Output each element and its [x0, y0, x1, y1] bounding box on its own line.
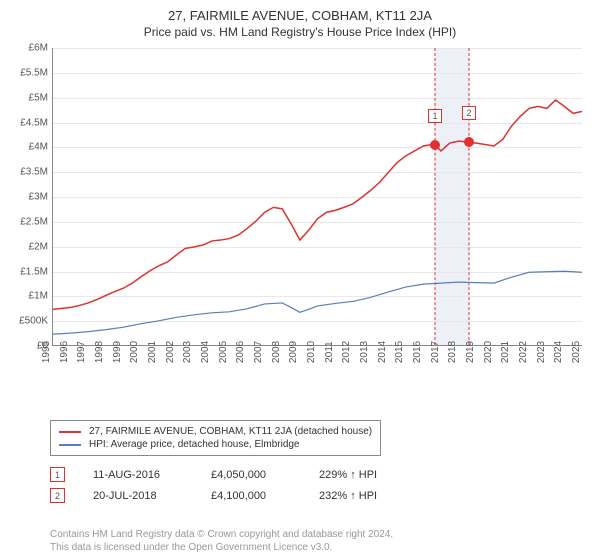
title-sub: Price paid vs. HM Land Registry's House …	[0, 25, 600, 39]
y-axis-label: £4.5M	[8, 117, 48, 128]
y-axis-label: £5M	[8, 92, 48, 103]
x-axis-label: 2020	[483, 341, 494, 363]
legend-row: 27, FAIRMILE AVENUE, COBHAM, KT11 2JA (d…	[59, 425, 372, 438]
x-axis-label: 2011	[324, 341, 335, 363]
y-axis-label: £1M	[8, 291, 48, 302]
x-axis-label: 2004	[200, 341, 211, 363]
x-axis-label: 2003	[182, 341, 193, 363]
sale-delta: 229% ↑ HPI	[319, 469, 377, 481]
x-axis-label: 2001	[147, 341, 158, 363]
y-axis-label: £5.5M	[8, 67, 48, 78]
x-axis-label: 2010	[306, 341, 317, 363]
x-axis-label: 2024	[553, 341, 564, 363]
sale-rows: 1 11-AUG-2016 £4,050,000 229% ↑ HPI 2 20-JUL-…	[50, 464, 377, 506]
chart: 12 £0£500K£1M£1.5M£2M£2.5M£3M£3.5M£4M£4.…	[8, 48, 592, 378]
x-axis-label: 2018	[447, 341, 458, 363]
x-axis-label: 2000	[129, 341, 140, 363]
x-axis-label: 1997	[76, 341, 87, 363]
sale-price: £4,050,000	[211, 469, 291, 481]
x-axis-label: 1998	[94, 341, 105, 363]
y-axis-label: £1.5M	[8, 266, 48, 277]
y-axis-label: £3M	[8, 192, 48, 203]
sale-row: 2 20-JUL-2018 £4,100,000 232% ↑ HPI	[50, 485, 377, 506]
sale-badge: 2	[50, 488, 65, 503]
marker-dot	[430, 140, 440, 150]
marker-dot	[464, 137, 474, 147]
attribution: Contains HM Land Registry data © Crown c…	[50, 528, 393, 554]
sale-price: £4,100,000	[211, 490, 291, 502]
chart-lines	[53, 48, 582, 345]
x-axis-label: 2009	[288, 341, 299, 363]
y-axis-label: £6M	[8, 43, 48, 54]
legend-label: HPI: Average price, detached house, Elmb…	[89, 439, 300, 450]
x-axis-label: 2008	[271, 341, 282, 363]
x-axis-label: 2006	[235, 341, 246, 363]
x-axis-label: 2015	[394, 341, 405, 363]
y-axis-label: £4M	[8, 142, 48, 153]
attribution-line: This data is licensed under the Open Gov…	[50, 541, 393, 554]
x-axis-label: 2002	[165, 341, 176, 363]
legend-row: HPI: Average price, detached house, Elmb…	[59, 438, 372, 451]
y-axis-label: £2.5M	[8, 216, 48, 227]
x-axis-label: 1999	[112, 341, 123, 363]
sale-date: 11-AUG-2016	[93, 469, 183, 481]
attribution-line: Contains HM Land Registry data © Crown c…	[50, 528, 393, 541]
legend: 27, FAIRMILE AVENUE, COBHAM, KT11 2JA (d…	[50, 420, 381, 456]
x-axis-label: 2014	[377, 341, 388, 363]
title-main: 27, FAIRMILE AVENUE, COBHAM, KT11 2JA	[0, 8, 600, 23]
sale-badge: 1	[50, 467, 65, 482]
x-axis-label: 2021	[500, 341, 511, 363]
x-axis-label: 2025	[571, 341, 582, 363]
x-axis-label: 2023	[536, 341, 547, 363]
x-axis-label: 2012	[341, 341, 352, 363]
sale-delta: 232% ↑ HPI	[319, 490, 377, 502]
x-axis-label: 2013	[359, 341, 370, 363]
y-axis-label: £2M	[8, 241, 48, 252]
sale-date: 20-JUL-2018	[93, 490, 183, 502]
x-axis-label: 1995	[41, 341, 52, 363]
y-axis-label: £3.5M	[8, 167, 48, 178]
series-line-property	[53, 100, 582, 309]
legend-swatch	[59, 431, 81, 433]
legend-label: 27, FAIRMILE AVENUE, COBHAM, KT11 2JA (d…	[89, 426, 372, 437]
legend-swatch	[59, 444, 81, 446]
x-axis-label: 1996	[59, 341, 70, 363]
x-axis-label: 2007	[253, 341, 264, 363]
x-axis-label: 2016	[412, 341, 423, 363]
x-axis-label: 2017	[430, 341, 441, 363]
x-axis-label: 2022	[518, 341, 529, 363]
x-axis-label: 2019	[465, 341, 476, 363]
x-axis-label: 2005	[218, 341, 229, 363]
series-line-hpi	[53, 271, 582, 334]
sale-row: 1 11-AUG-2016 £4,050,000 229% ↑ HPI	[50, 464, 377, 485]
y-axis-label: £500K	[8, 316, 48, 327]
plot-area: 12	[52, 48, 582, 346]
